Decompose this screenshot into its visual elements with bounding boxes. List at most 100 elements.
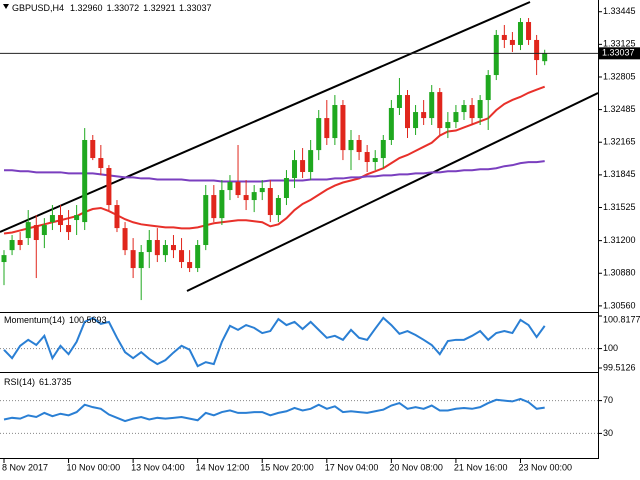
candle-body [74, 215, 80, 221]
candle-body [138, 252, 144, 269]
candle-body [316, 118, 322, 151]
x-tick-label: 10 Nov 00:00 [67, 462, 121, 472]
y-tick-label: 1.33125 [603, 39, 636, 49]
candle-body [485, 75, 491, 101]
candle-body [348, 139, 354, 151]
y-tick-label: 99.5126 [603, 362, 636, 372]
candle-body [106, 168, 112, 206]
y-tick-label: 1.32805 [603, 71, 636, 81]
candle-body [429, 92, 435, 119]
x-tick-label: 13 Nov 04:00 [131, 462, 185, 472]
y-tick-label: 1.30880 [603, 268, 636, 278]
candle-body [122, 228, 128, 251]
candle-body [82, 139, 88, 223]
indicator-value: 61.3735 [39, 377, 72, 387]
high-label: 1.33072 [107, 3, 140, 13]
channel-lower [186, 92, 598, 292]
candle-body [114, 205, 120, 229]
momentum-panel [0, 316, 598, 368]
candle-body [66, 225, 72, 233]
symbol-icon [3, 4, 9, 9]
y-tick-label: 100 [603, 343, 618, 353]
candle-body [227, 182, 233, 191]
candle-body [283, 178, 289, 199]
y-tick-label: 70 [603, 395, 613, 405]
candle-body [275, 198, 281, 216]
candle-body [179, 250, 185, 263]
candle-body [9, 240, 15, 251]
candle-body [98, 158, 104, 169]
candle-body [90, 139, 96, 159]
y-tick-label: 30 [603, 428, 613, 438]
close-label: 1.33037 [179, 3, 212, 13]
candle-body [187, 262, 193, 269]
candle-body [57, 215, 63, 226]
candle-body [292, 160, 298, 179]
moving-average [4, 160, 545, 183]
candle-body [421, 112, 427, 119]
candle-body [534, 39, 540, 61]
open-label: 1.32960 [70, 3, 103, 13]
candle-body [259, 188, 265, 193]
candle-body [445, 122, 451, 129]
candle-body [251, 192, 257, 201]
x-tick-label: 8 Nov 2017 [2, 462, 48, 472]
indicator-header: RSI(14) 61.3735 [4, 377, 72, 387]
candle-body [413, 112, 419, 129]
candle-body [437, 92, 443, 129]
rsi-panel [0, 397, 598, 434]
candle-body [211, 195, 217, 219]
indicator-value: 100.5693 [69, 315, 107, 325]
chart-title: GBPUSD,H4 [12, 3, 64, 13]
candle-body [356, 139, 362, 153]
candle-body [396, 95, 402, 108]
candle-body [364, 152, 370, 163]
candle-body [41, 225, 47, 236]
x-tick-label: 20 Nov 08:00 [389, 462, 443, 472]
candle-body [49, 215, 55, 223]
axes [0, 0, 602, 463]
x-tick-label: 21 Nov 16:00 [454, 462, 508, 472]
indicator-line [3, 397, 545, 423]
candle-body [453, 112, 459, 123]
candle-body [388, 107, 394, 140]
candle-body [542, 53, 548, 62]
y-tick-label: 1.30560 [603, 300, 636, 310]
y-tick-label: 1.31525 [603, 202, 636, 212]
candle-body [33, 225, 39, 241]
candle-body [17, 240, 23, 246]
candle-body [25, 222, 31, 239]
x-tick-label: 15 Nov 20:00 [260, 462, 314, 472]
candle-body [501, 34, 507, 40]
indicator-title: RSI(14) [4, 377, 35, 387]
candle-body [372, 158, 378, 163]
y-tick-label: 1.31845 [603, 169, 636, 179]
candle-body [170, 245, 176, 251]
candle-body [1, 255, 7, 263]
y-tick-label: 1.33445 [603, 6, 636, 16]
candle-body [203, 195, 209, 246]
candle-body [493, 34, 499, 76]
candle-body [162, 245, 168, 256]
candle-body [308, 150, 314, 173]
x-tick-label: 14 Nov 12:00 [196, 462, 250, 472]
x-tick-label: 23 Nov 00:00 [518, 462, 572, 472]
moving-average [3, 85, 546, 235]
candle-body [517, 22, 523, 45]
price-box-label: 1.33037 [602, 48, 635, 58]
y-tick-label: 1.31200 [603, 235, 636, 245]
candle-body [267, 188, 273, 216]
candle-body [477, 100, 483, 119]
candle-body [235, 182, 241, 196]
candle-body [405, 95, 410, 129]
y-tick-label: 1.32485 [603, 104, 636, 114]
candle-body [461, 105, 467, 113]
channel-upper [0, 1, 531, 233]
candle-body [526, 22, 532, 40]
indicator-header: Momentum(14) 100.5693 [4, 315, 107, 325]
candle-body [380, 139, 386, 159]
candle-body [300, 160, 306, 173]
x-tick-label: 17 Nov 04:00 [325, 462, 379, 472]
